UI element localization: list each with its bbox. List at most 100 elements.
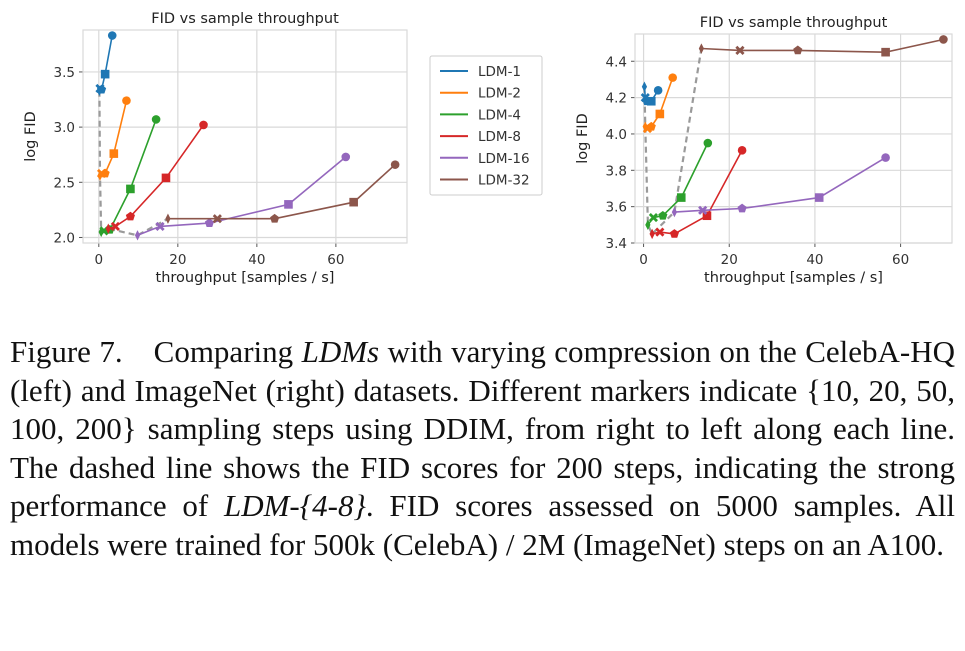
panel2-series-ldm-4-point-shape <box>676 193 686 202</box>
legend-entry-ldm-4: LDM-4 <box>440 107 521 123</box>
caption-text-2: with varying compression on the CelebA-H… <box>10 334 955 523</box>
panel1-xtick-label: 0 <box>95 252 104 268</box>
panel2-series-ldm-16-point <box>881 153 890 162</box>
legend-label: LDM-16 <box>478 151 530 167</box>
panel1-series-ldm-16-point-shape <box>204 218 214 228</box>
legend-label: LDM-1 <box>478 64 521 80</box>
panel1-series-ldm-16-point <box>134 230 141 241</box>
panel2-series-ldm-1-point-shape <box>640 93 650 103</box>
panel2-xlabel: throughput [samples / s] <box>704 270 883 286</box>
panel1-series-ldm-1-point-shape <box>100 69 110 79</box>
panel1-series-ldm-32-point <box>165 213 171 224</box>
panel2-series-ldm-32-point-shape <box>698 43 704 54</box>
panel2-series-ldm-32-point-shape <box>735 45 745 55</box>
panel2-series-ldm-32-point <box>735 45 745 55</box>
panel2-series-ldm-1-point-shape <box>641 81 648 92</box>
panel2-series-ldm-16-point <box>698 205 708 215</box>
panel2-ytick-label: 4.4 <box>606 54 627 70</box>
panel2-series-ldm-32-point-shape <box>881 47 890 57</box>
panel1-series-ldm-16-point-shape <box>134 230 141 241</box>
panel1-series-ldm-8-point-shape <box>199 120 208 130</box>
panel2-series-ldm-8-point-shape <box>702 211 712 221</box>
panel1-ytick-label: 2.5 <box>54 175 75 191</box>
panel1-series-ldm-8-point-shape <box>161 173 171 183</box>
panel2-series-ldm-2-point <box>668 73 677 82</box>
panel1-series-ldm-1-point <box>107 31 117 40</box>
panel2-series-ldm-32-point <box>939 35 948 44</box>
panel2-series-ldm-1-point-shape <box>653 86 663 95</box>
panel1-series-ldm-8-point <box>110 221 120 232</box>
panel1-series-ldm-4-point-shape <box>98 226 104 238</box>
panel2-series-ldm-8-point-shape <box>655 227 665 237</box>
panel2-series-ldm-1-point <box>641 81 648 92</box>
figure-caption: Figure 7. Comparing LDMs with varying co… <box>10 333 955 564</box>
panel2-series-ldm-16-point-shape <box>881 153 890 162</box>
panel2-series-ldm-4-point-shape <box>658 210 668 220</box>
panel2-ytick-label: 3.4 <box>606 236 627 252</box>
panel2-series-ldm-16-point-shape <box>814 193 824 202</box>
panel2-ytick-label: 3.6 <box>606 200 627 216</box>
panel1-frame <box>82 29 408 244</box>
panel1-ylabel: log FID <box>23 111 39 162</box>
panel2-xtick-label: 60 <box>892 252 909 268</box>
panel2-series-ldm-4-point <box>703 138 713 148</box>
panel1-series-ldm-4-point <box>126 184 135 194</box>
panel1-series-ldm-2-point-shape <box>97 170 103 181</box>
panel1-series-ldm-8-point-shape <box>105 223 111 234</box>
panel1-series-ldm-2-point-shape <box>109 149 119 158</box>
panel1-xtick-label: 60 <box>327 252 344 268</box>
figure-panels: 0 20 40 60 2.0 2.5 3.0 3.5 FID vs sample through… <box>23 11 953 286</box>
panel1-series-ldm-32-point <box>212 214 222 224</box>
panel1-series-ldm-8-point <box>199 120 208 130</box>
legend-entry-ldm-8: LDM-8 <box>440 129 521 145</box>
panel2-series-ldm-16-point-shape <box>671 206 678 218</box>
panel1-series-ldm-2-point <box>97 170 103 181</box>
panel1-plot-area <box>83 30 407 243</box>
panel2-series-ldm-4-point-shape <box>645 219 651 231</box>
panel2-series-ldm-16-point-shape <box>737 203 747 213</box>
panel2-series-ldm-4-point <box>645 219 651 231</box>
panel1-series-ldm-32-point <box>349 197 358 207</box>
panel1-series-ldm-8-point-shape <box>110 221 120 232</box>
legend-label: LDM-2 <box>478 86 521 102</box>
panel1-title: FID vs sample throughput <box>151 11 339 27</box>
panel2-series-ldm-4-point <box>676 193 686 202</box>
panel2-series-ldm-32-point <box>793 45 803 55</box>
legend-entry-ldm-1: LDM-1 <box>440 64 521 80</box>
panel2-series-ldm-1-point-shape <box>646 96 656 106</box>
panel1-series-ldm-32-point-shape <box>270 213 280 223</box>
panel1-series-ldm-2-point <box>109 149 119 158</box>
panel1-series-ldm-2-point-shape <box>122 96 131 105</box>
panel2-series-ldm-32-point-shape <box>939 35 948 44</box>
legend-label: LDM-4 <box>478 107 521 123</box>
panel2-series-ldm-16-point <box>671 206 678 218</box>
panel1-xlabel: throughput [samples / s] <box>156 270 335 286</box>
panel2-series-ldm-4-point <box>648 212 659 223</box>
panel1-series-ldm-32-point <box>390 160 400 169</box>
panel2-xtick-label: 20 <box>721 252 738 268</box>
panel1-series-ldm-16-point <box>204 218 214 228</box>
panel2-series-ldm-2-point-shape <box>642 121 648 132</box>
panel1-series-ldm-16-point <box>155 221 165 232</box>
panel1-xtick-label: 20 <box>169 252 186 268</box>
panel1-series-ldm-32-point-shape <box>390 160 400 169</box>
panel1-series-ldm-1-point-shape <box>107 31 117 40</box>
panel1-series-ldm-8-point <box>161 173 171 183</box>
panel2-series-ldm-4-point-shape <box>648 212 659 223</box>
panel1-series-ldm-4-point-shape <box>151 115 161 124</box>
legend-box <box>429 55 543 196</box>
panel1-series-ldm-16-point <box>341 152 351 162</box>
panel2-dashed-200-steps <box>643 48 703 236</box>
panel2-series-ldm-2-point-shape <box>668 73 677 82</box>
panel2-series-ldm-16-point <box>814 193 824 202</box>
panel1-series-ldm-32-point-shape <box>212 214 222 224</box>
panel2-title: FID vs sample throughput <box>700 15 888 31</box>
panel2-series-ldm-2-point-shape <box>655 109 665 119</box>
legend-entry-ldm-32: LDM-32 <box>440 173 530 189</box>
panel1-series-ldm-32-point-shape <box>165 213 171 224</box>
panel2-ytick-label: 4.2 <box>606 91 627 107</box>
panel2-ylabel: log FID <box>575 113 591 164</box>
panel2-series-ldm-2-point <box>642 121 648 132</box>
panel2-series-ldm-1-point <box>653 86 663 95</box>
panel1-series-ldm-16-point-shape <box>284 200 293 209</box>
